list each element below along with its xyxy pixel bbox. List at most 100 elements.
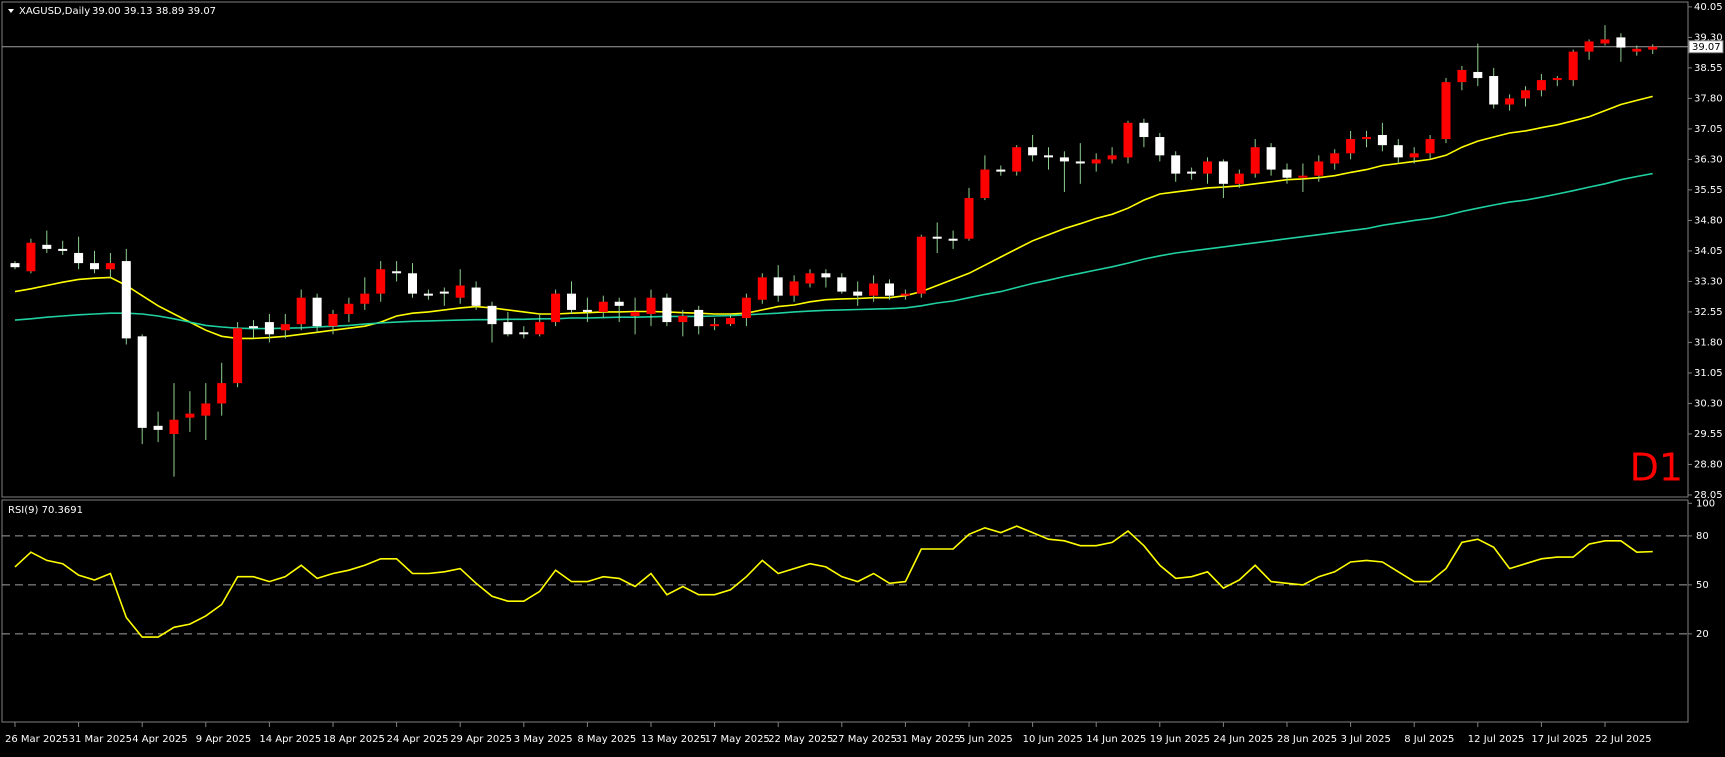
y-tick-label: 30.30 bbox=[1694, 398, 1723, 409]
candle-body bbox=[455, 285, 465, 298]
candle-body bbox=[1393, 145, 1403, 158]
candle-body bbox=[1377, 135, 1387, 146]
candle-body bbox=[423, 293, 433, 296]
candle-body bbox=[1203, 161, 1212, 174]
candle-body bbox=[1330, 153, 1340, 164]
candle-body bbox=[201, 403, 211, 416]
candle-body bbox=[439, 291, 449, 294]
candle-body bbox=[280, 324, 290, 331]
x-tick-label: 26 Mar 2025 bbox=[5, 734, 68, 745]
candle-body bbox=[1362, 137, 1371, 140]
candle-body bbox=[1473, 71, 1483, 79]
candle-body bbox=[1282, 169, 1292, 178]
y-tick-label: 28.05 bbox=[1694, 490, 1723, 501]
x-tick-label: 3 May 2025 bbox=[514, 734, 573, 745]
candle-body bbox=[582, 309, 592, 312]
candle-body bbox=[1091, 159, 1101, 164]
candle-body bbox=[1044, 155, 1053, 158]
candle-body bbox=[996, 169, 1006, 172]
candle-body bbox=[264, 322, 274, 335]
candle-body bbox=[408, 273, 417, 294]
candle-body bbox=[1632, 48, 1642, 52]
candle-body bbox=[344, 303, 354, 314]
x-tick-label: 8 Jul 2025 bbox=[1404, 734, 1454, 745]
main-panel bbox=[1, 1, 1689, 498]
y-tick-label: 31.05 bbox=[1694, 368, 1723, 379]
candle-body bbox=[487, 305, 497, 325]
candle-body bbox=[662, 297, 672, 323]
y-tick-label: 38.55 bbox=[1694, 63, 1723, 74]
candle-body bbox=[1314, 161, 1324, 176]
candle-body bbox=[598, 301, 608, 312]
rsi-tick-label: 100 bbox=[1696, 498, 1715, 509]
candle-body bbox=[773, 277, 783, 296]
y-tick-label: 34.05 bbox=[1694, 246, 1723, 257]
candle-body bbox=[503, 322, 513, 335]
candle-body bbox=[678, 316, 688, 323]
y-tick-label: 35.55 bbox=[1694, 185, 1723, 196]
rsi-panel bbox=[1, 499, 1689, 723]
candle-body bbox=[360, 293, 370, 304]
candle-body bbox=[296, 297, 306, 325]
candle-body bbox=[885, 283, 894, 296]
x-tick-label: 31 Mar 2025 bbox=[69, 734, 132, 745]
candle-body bbox=[1155, 137, 1165, 156]
candle-body bbox=[185, 413, 195, 418]
candle-body bbox=[948, 238, 958, 241]
candle-body bbox=[1616, 37, 1626, 48]
candle-body bbox=[1250, 147, 1260, 174]
symbol: XAGUSD,Daily bbox=[19, 6, 90, 17]
candle-body bbox=[821, 273, 831, 278]
candle-body bbox=[789, 281, 799, 296]
candle-body bbox=[1346, 139, 1356, 154]
y-tick-label: 40.05 bbox=[1694, 2, 1723, 13]
candle-body bbox=[58, 248, 68, 251]
candle-body bbox=[169, 419, 179, 434]
candle-body bbox=[328, 313, 338, 327]
x-tick-label: 22 May 2025 bbox=[768, 734, 833, 745]
x-tick-label: 14 Apr 2025 bbox=[259, 734, 321, 745]
x-tick-label: 14 Jun 2025 bbox=[1086, 734, 1146, 745]
rsi-tick-label: 20 bbox=[1696, 629, 1709, 640]
candle-body bbox=[26, 242, 36, 272]
bid-box bbox=[1688, 40, 1724, 54]
moving-average bbox=[14, 95, 1653, 340]
candle-body bbox=[837, 277, 847, 292]
candle-body bbox=[646, 297, 656, 314]
x-tick-label: 18 Apr 2025 bbox=[323, 734, 385, 745]
candle-body bbox=[932, 236, 942, 239]
candle-body bbox=[757, 277, 767, 300]
candle-body bbox=[1648, 46, 1658, 50]
candle-body bbox=[1298, 175, 1308, 178]
candle-body bbox=[121, 261, 131, 339]
y-tick-label: 37.05 bbox=[1694, 124, 1723, 135]
y-tick-label: 28.80 bbox=[1694, 459, 1723, 470]
x-tick-label: 31 May 2025 bbox=[895, 734, 960, 745]
candle-body bbox=[153, 425, 163, 430]
y-tick-label: 31.80 bbox=[1694, 337, 1723, 348]
candle-body bbox=[1012, 147, 1022, 172]
candle-body bbox=[741, 297, 751, 319]
candle-body bbox=[1489, 76, 1499, 105]
x-tick-label: 9 Apr 2025 bbox=[196, 734, 251, 745]
candle-body bbox=[630, 311, 640, 317]
candle-body bbox=[1505, 98, 1515, 105]
candle-body bbox=[1059, 157, 1069, 162]
x-tick-label: 29 Apr 2025 bbox=[450, 734, 512, 745]
candle-body bbox=[217, 383, 227, 404]
candle-body bbox=[1600, 39, 1610, 44]
rsi-tick-label: 80 bbox=[1696, 531, 1709, 542]
candle-body bbox=[1139, 122, 1149, 138]
candle-body bbox=[1521, 90, 1530, 99]
candle-body bbox=[1409, 153, 1419, 158]
x-tick-label: 17 May 2025 bbox=[705, 734, 770, 745]
candle-body bbox=[1234, 173, 1244, 184]
timeframe: D1 bbox=[1630, 446, 1683, 490]
candle-body bbox=[710, 324, 720, 327]
candle-body bbox=[900, 293, 910, 296]
x-tick-label: 27 May 2025 bbox=[832, 734, 897, 745]
x-tick-label: 22 Jul 2025 bbox=[1595, 734, 1652, 745]
y-tick-label: 37.80 bbox=[1694, 93, 1723, 104]
